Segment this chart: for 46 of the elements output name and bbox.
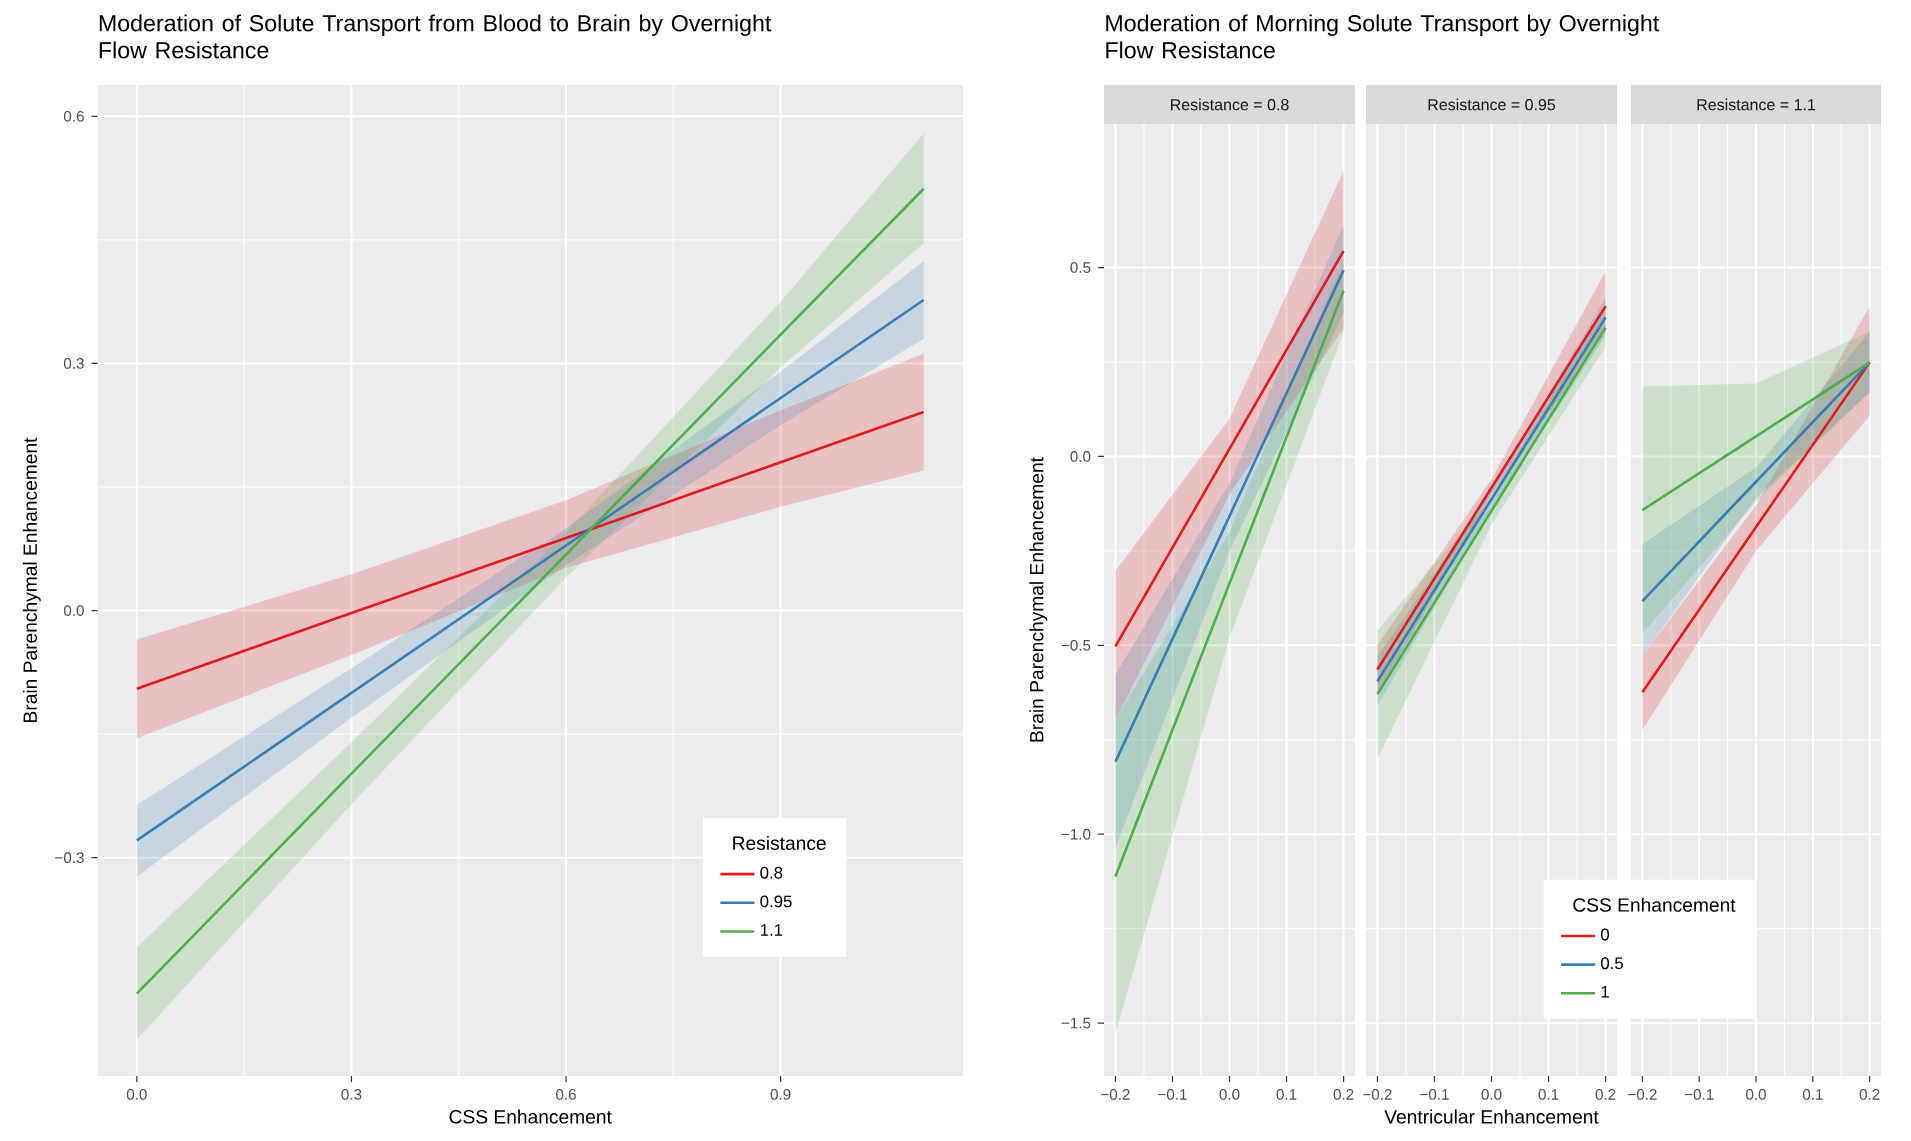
x-axis-title: Ventricular Enhancement xyxy=(1384,1109,1599,1124)
x-tick-label: −0.1 xyxy=(1158,1089,1187,1100)
y-tick-label: 0.0 xyxy=(1070,451,1091,462)
x-tick-label: 0.0 xyxy=(1481,1089,1502,1100)
y-tick-label: 0.3 xyxy=(63,358,84,369)
x-tick-label: 0.0 xyxy=(126,1089,147,1100)
chart-subtitle: Resistance = 1.1 xyxy=(1697,98,1816,111)
x-tick-label: 0.3 xyxy=(341,1089,362,1100)
legend-label: 0 xyxy=(1601,928,1610,941)
chart-subtitle: Resistance = 0.95 xyxy=(1428,98,1556,111)
x-tick-label: −0.2 xyxy=(1363,1089,1392,1100)
y-tick-label: −1.5 xyxy=(1061,1017,1091,1029)
y-tick-label: −0.3 xyxy=(55,852,84,864)
y-tick-label: 0.6 xyxy=(63,110,84,122)
y-axis-title: Brain Parenchymal Enhancement xyxy=(1029,457,1048,742)
x-tick-label: 0.9 xyxy=(770,1089,791,1100)
y-tick-label: 0.0 xyxy=(63,605,84,616)
x-tick-label: −0.1 xyxy=(1420,1089,1449,1100)
chart-title: Moderation of Solute Transport from Blood to Brain by Overnight Flow Resistance xyxy=(99,14,772,59)
x-tick-label: 0.2 xyxy=(1859,1089,1880,1100)
x-tick-label: 0.0 xyxy=(1219,1089,1240,1100)
legend-label: 0.5 xyxy=(1601,957,1624,970)
chart-title: Moderation of Morning Solute Transport by Overnight Flow Resistance xyxy=(1106,14,1660,59)
legend-label: 1.1 xyxy=(760,924,783,936)
legend-title: CSS Enhancement xyxy=(1573,897,1736,912)
x-tick-label: −0.2 xyxy=(1628,1089,1657,1100)
legend-label: 0.95 xyxy=(760,895,792,908)
x-tick-label: −0.2 xyxy=(1101,1089,1130,1100)
y-tick-label: −0.5 xyxy=(1061,639,1091,651)
x-tick-label: 0.1 xyxy=(1276,1089,1297,1100)
line-series xyxy=(135,410,925,691)
chart-subtitle: Resistance = 0.8 xyxy=(1171,98,1289,111)
x-tick-label: −0.1 xyxy=(1684,1089,1714,1100)
x-tick-label: 0.2 xyxy=(1333,1089,1354,1100)
x-tick-label: 0.6 xyxy=(556,1089,576,1100)
legend-label: 1 xyxy=(1601,985,1609,998)
x-tick-label: 0.0 xyxy=(1746,1089,1766,1100)
legend-title: Resistance xyxy=(733,835,826,850)
x-tick-label: 0.1 xyxy=(1802,1089,1823,1100)
y-axis-title: Brain Parenchymal Enhancement xyxy=(22,437,41,722)
x-axis-title: CSS Enhancement xyxy=(449,1109,612,1124)
y-tick-label: −1.0 xyxy=(1061,828,1091,840)
x-tick-label: 0.1 xyxy=(1538,1089,1559,1100)
x-tick-label: 0.2 xyxy=(1595,1089,1616,1100)
legend-label: 0.8 xyxy=(760,866,783,879)
y-tick-label: 0.5 xyxy=(1070,262,1091,273)
